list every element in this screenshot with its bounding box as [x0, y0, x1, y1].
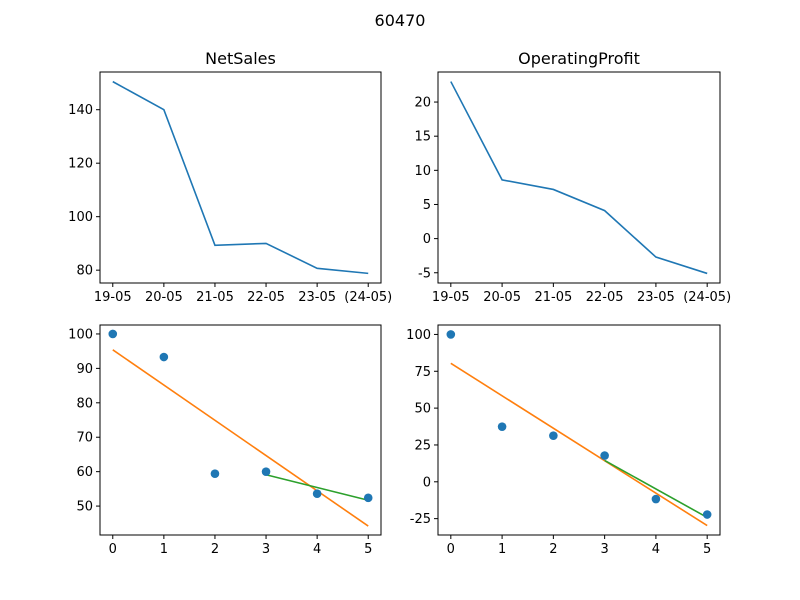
- x-tick-label: 2: [211, 542, 219, 557]
- scatter-point: [261, 467, 271, 476]
- scatter-point: [497, 422, 507, 431]
- x-tick-label: 1: [498, 542, 506, 557]
- x-tick-label: (24-05): [683, 290, 731, 305]
- figure-title: 60470: [375, 11, 426, 30]
- x-tick-label: 5: [703, 542, 711, 557]
- y-tick-label: 50: [76, 500, 93, 515]
- x-tick-label: 5: [364, 542, 372, 557]
- scatter-point: [446, 330, 456, 339]
- netsales-normalized-axes: 0 1 2 3 4 5 50 60 70 80 90 100: [68, 324, 382, 557]
- series-line: [112, 80, 369, 275]
- y-tick-label: 100: [68, 327, 93, 342]
- x-tick-label: 4: [652, 542, 660, 557]
- scatter-point: [651, 494, 661, 504]
- y-tick-label: 0: [423, 232, 431, 247]
- y-tick-label: 5: [423, 198, 431, 213]
- scatter-point: [108, 329, 118, 339]
- subplot-title: NetSales: [205, 49, 276, 68]
- y-tick-label: 50: [414, 402, 431, 417]
- trend-line-all: [112, 349, 369, 527]
- axes-frame: [437, 324, 721, 536]
- x-tick-label: 19-05: [432, 290, 470, 305]
- y-tick-label: 100: [68, 210, 93, 225]
- x-tick-label: 23-05: [637, 290, 675, 305]
- x-tick-label: 3: [262, 542, 270, 557]
- scatter-point: [702, 510, 712, 519]
- y-tick-label: 90: [76, 362, 93, 377]
- series-line: [450, 81, 708, 275]
- x-tick-label: 23-05: [298, 290, 336, 305]
- x-tick-label: 0: [109, 542, 117, 557]
- scatter-point: [549, 431, 558, 440]
- y-tick-label: 75: [414, 365, 431, 380]
- trend-line-recent: [265, 473, 369, 502]
- y-tick-label: 60: [76, 465, 93, 480]
- netsales-line-axes: NetSales 19-05 20-05 21-05 22-05 23-05 (24-05)…: [68, 49, 392, 305]
- x-tick-label: 20-05: [483, 290, 521, 305]
- x-tick-label: 19-05: [94, 290, 132, 305]
- scatter-point: [159, 352, 169, 362]
- x-tick-label: 1: [160, 542, 168, 557]
- trend-line-recent: [604, 459, 708, 519]
- axes-frame: [99, 324, 382, 536]
- x-tick-label: 20-05: [145, 290, 183, 305]
- operatingprofit-normalized-axes: 0 1 2 3 4 5 -25 0 25 50 75 100: [406, 324, 721, 557]
- y-tick-label: 120: [68, 157, 93, 172]
- x-tick-label: 21-05: [534, 290, 572, 305]
- y-tick-label: 140: [68, 103, 93, 118]
- x-tick-label: 4: [313, 542, 321, 557]
- x-tick-label: (24-05): [344, 290, 392, 305]
- y-tick-label: -5: [418, 266, 431, 281]
- scatter-point: [600, 451, 609, 460]
- y-tick-label: -25: [410, 512, 431, 527]
- axes-frame: [437, 71, 721, 284]
- y-tick-label: 25: [414, 438, 431, 453]
- y-tick-label: 15: [414, 130, 431, 145]
- scatter-point: [312, 489, 322, 498]
- operatingprofit-line-axes: OperatingProfit 19-05 20-05 21-05 22-05 23-05…: [414, 49, 731, 305]
- x-tick-label: 22-05: [586, 290, 624, 305]
- trend-line-all: [450, 362, 708, 527]
- scatter-point: [363, 493, 373, 503]
- x-tick-label: 22-05: [247, 290, 285, 305]
- y-tick-label: 0: [423, 475, 431, 490]
- scatter-point: [210, 469, 220, 479]
- y-tick-label: 10: [414, 164, 431, 179]
- y-tick-label: 100: [406, 328, 431, 343]
- x-tick-label: 2: [549, 542, 557, 557]
- x-tick-label: 21-05: [196, 290, 234, 305]
- subplots: NetSales 19-05 20-05 21-05 22-05 23-05 (24-05)…: [68, 49, 731, 557]
- subplot-title: OperatingProfit: [518, 49, 640, 68]
- y-tick-label: 80: [76, 264, 93, 279]
- y-tick-label: 80: [76, 396, 93, 411]
- y-tick-label: 20: [414, 96, 431, 111]
- x-tick-label: 0: [447, 542, 455, 557]
- x-tick-label: 3: [600, 542, 608, 557]
- y-tick-label: 70: [76, 431, 93, 446]
- axes-frame: [99, 71, 382, 284]
